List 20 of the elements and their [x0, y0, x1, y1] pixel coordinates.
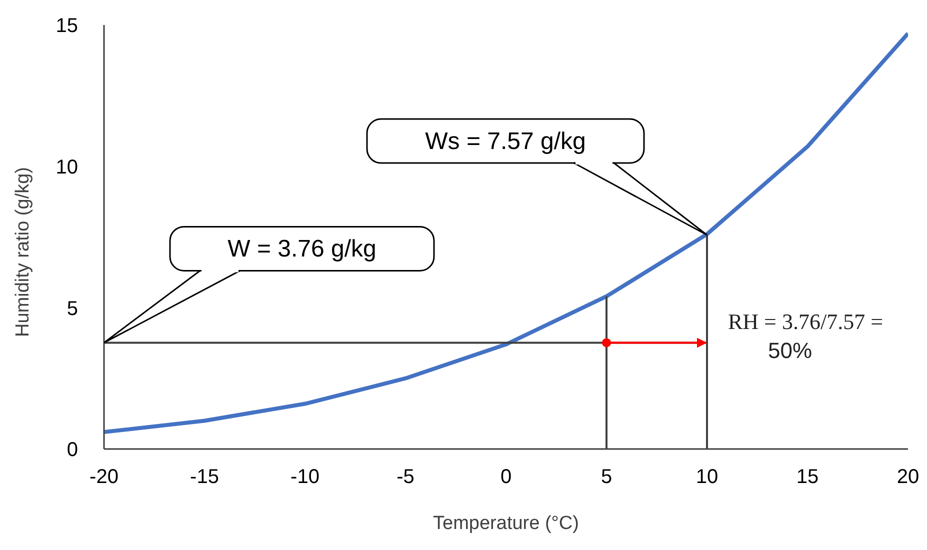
x-tick-label: -20 — [90, 466, 118, 488]
x-tick-label: -10 — [290, 466, 320, 488]
y-tick-label: 10 — [56, 156, 78, 178]
x-axis-title: Temperature (°C) — [433, 513, 579, 534]
y-tick-label: 15 — [56, 15, 78, 38]
y-axis-title: Humidity ratio (g/kg) — [12, 167, 34, 337]
x-tick-label: 15 — [796, 466, 819, 488]
x-tick-label: 20 — [896, 466, 920, 488]
x-tick-label: -15 — [190, 466, 219, 488]
x-tick-label: 0 — [500, 466, 512, 488]
x-tick-label: 10 — [696, 466, 718, 488]
y-tick-label: 5 — [66, 298, 78, 320]
x-tick-label: 5 — [600, 466, 612, 488]
annotation: RH = 3.76/7.57 = 50% — [728, 308, 883, 365]
annotation: Ws = 7.57 g/kg — [425, 128, 586, 156]
y-tick-label: 0 — [66, 439, 78, 462]
annotation: W = 3.76 g/kg — [228, 236, 376, 263]
speech-bubble: Ws = 7.57 g/kg — [366, 118, 708, 236]
x-tick-label: -5 — [396, 466, 414, 488]
speech-bubble: W = 3.76 g/kg — [103, 226, 435, 344]
